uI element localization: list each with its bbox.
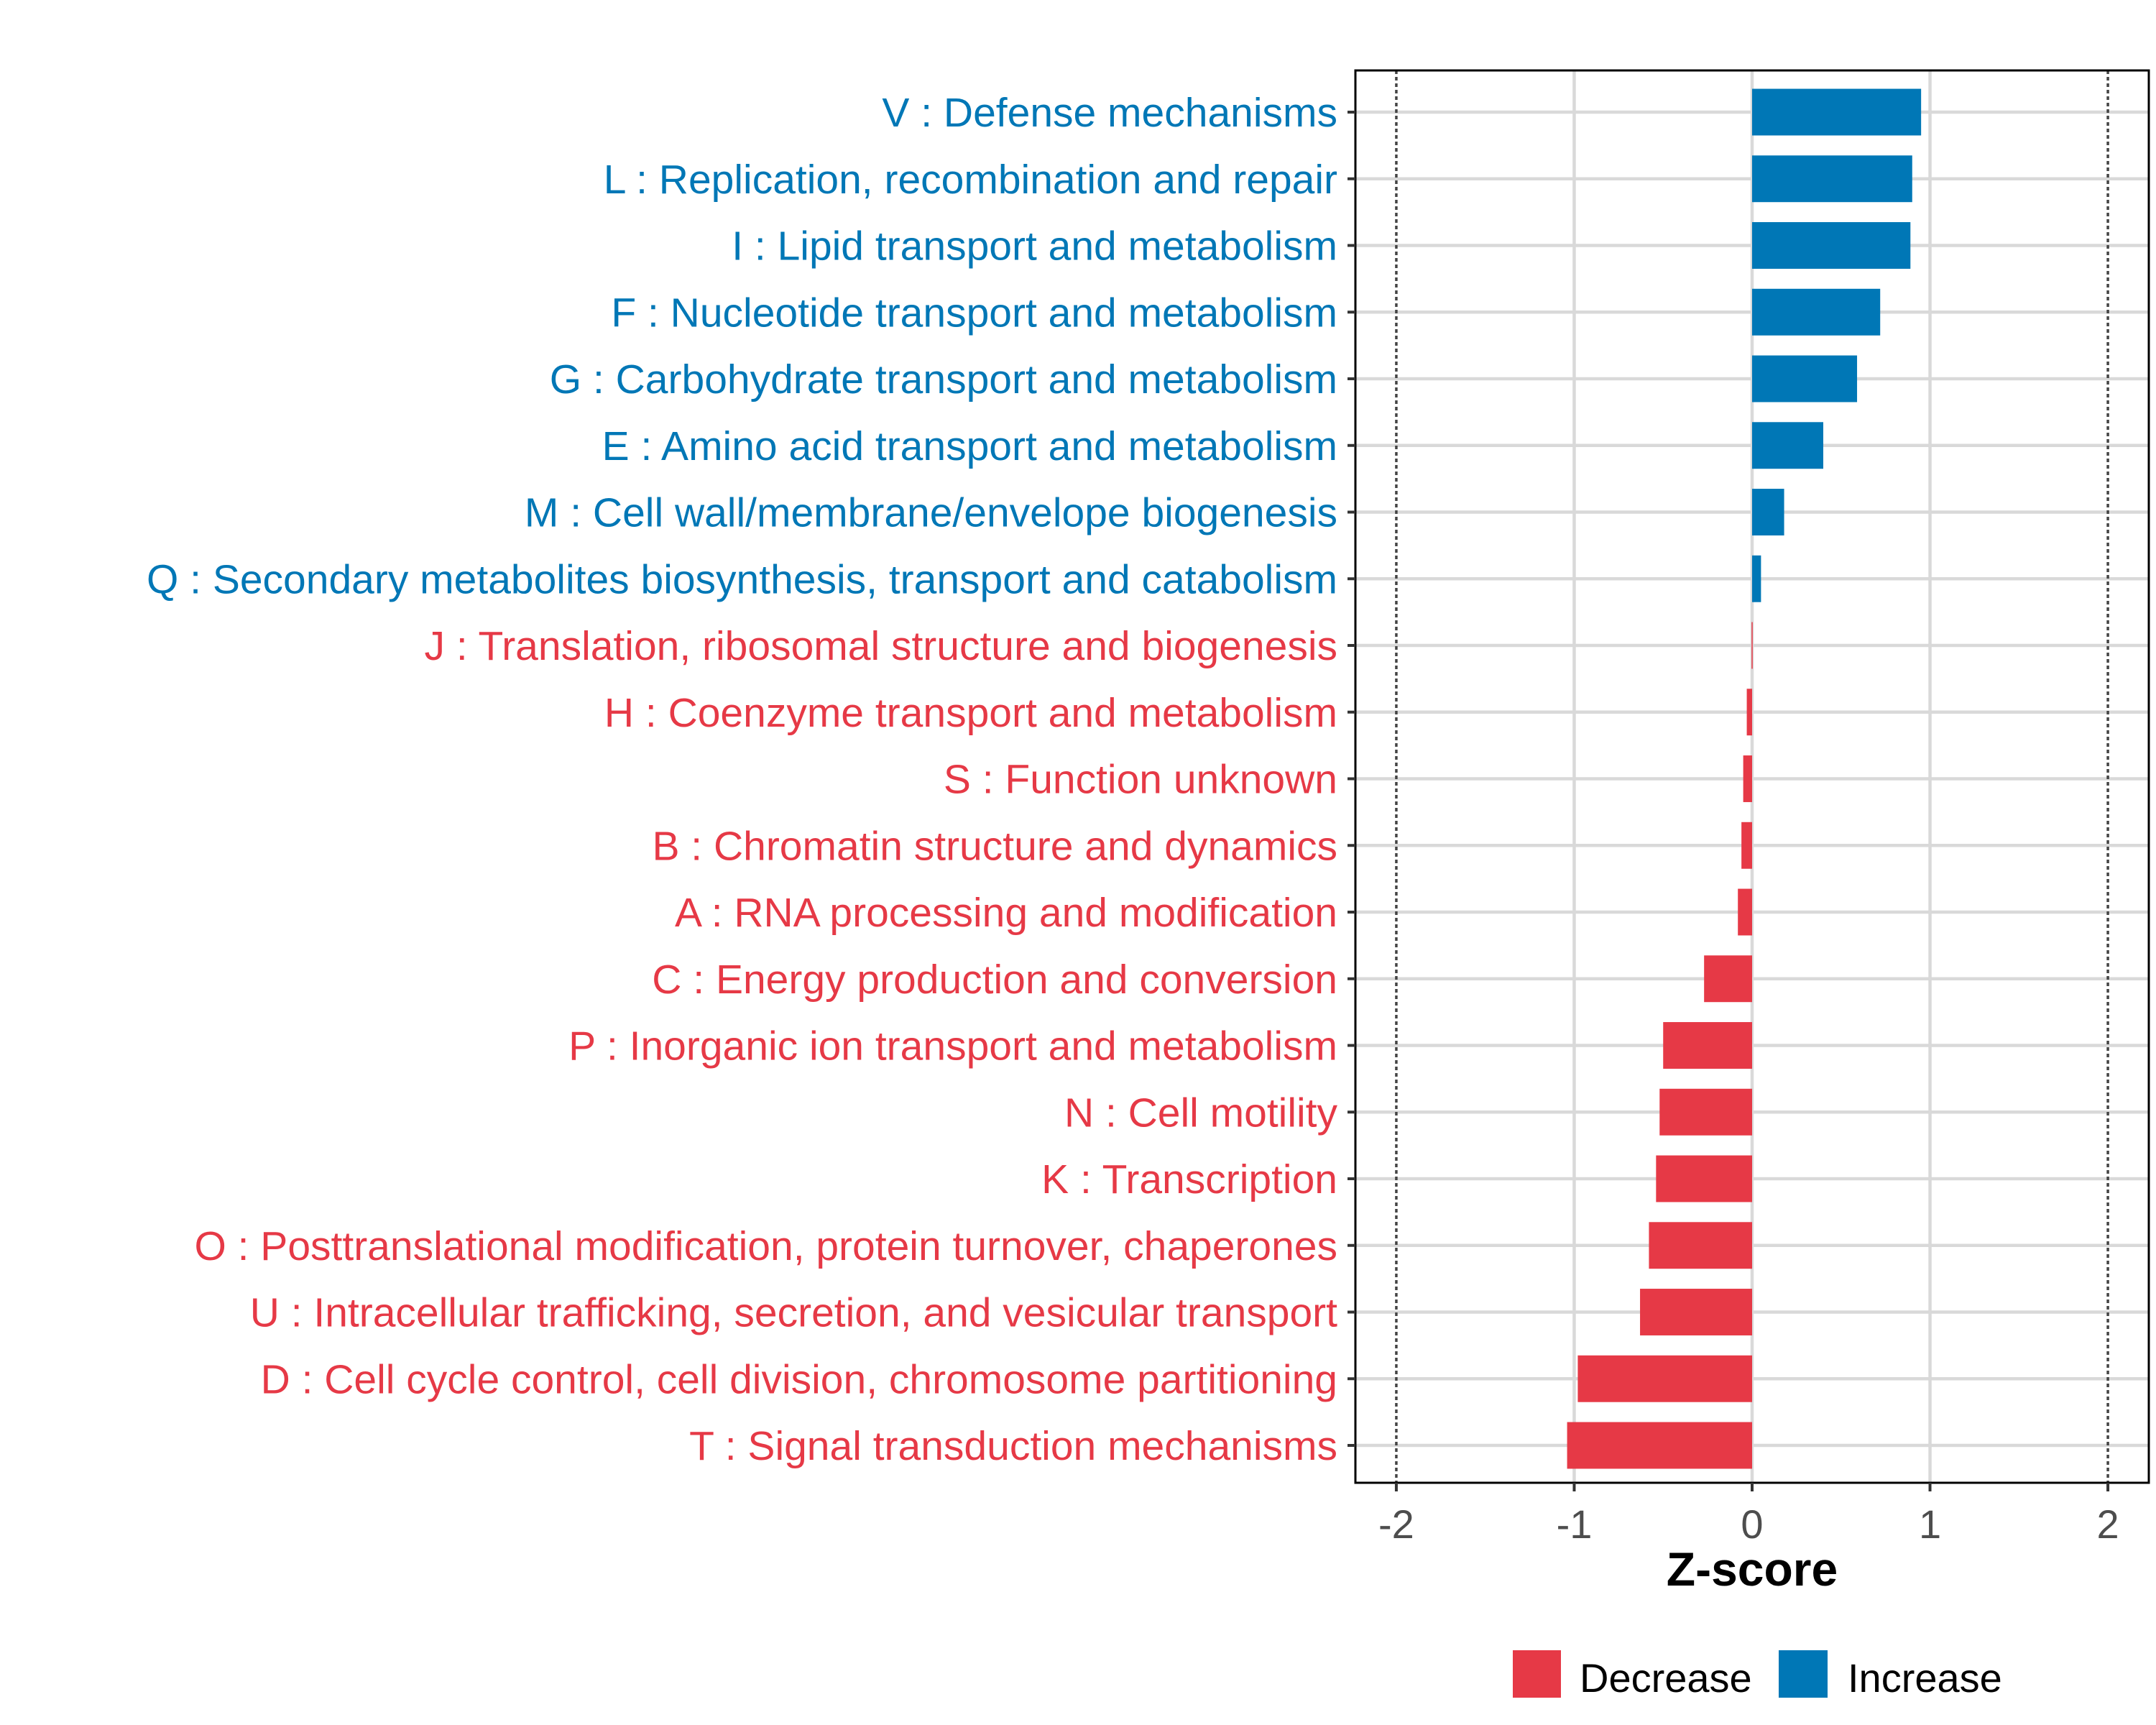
y-tick-label: V : Defense mechanisms (882, 90, 1337, 136)
bar (1656, 1155, 1752, 1202)
y-axis-labels: V : Defense mechanisms L : Replication, r… (147, 90, 1355, 1469)
bar (1567, 1422, 1752, 1469)
bar (1746, 689, 1752, 736)
y-tick-label: I : Lipid transport and metabolism (732, 224, 1337, 270)
legend-label-decrease: Decrease (1580, 1655, 1752, 1701)
bar (1752, 422, 1824, 469)
x-tick-label: 0 (1741, 1501, 1763, 1547)
y-tick-label: F : Nucleotide transport and metabolism (611, 290, 1337, 336)
legend-label-increase: Increase (1848, 1655, 2002, 1701)
legend-key-decrease (1513, 1650, 1561, 1698)
y-tick-label: Q : Secondary metabolites biosynthesis, … (147, 556, 1337, 602)
bar (1743, 755, 1752, 802)
bar (1752, 88, 1922, 136)
y-tick-label: P : Inorganic ion transport and metaboli… (568, 1024, 1337, 1070)
y-tick-label: E : Amino acid transport and metabolism (602, 423, 1337, 469)
bar (1741, 822, 1752, 869)
y-tick-label: T : Signal transduction mechanisms (689, 1423, 1337, 1469)
y-tick-label: A : RNA processing and modification (675, 890, 1337, 936)
bar (1659, 1088, 1752, 1136)
reference-lines (1395, 70, 2109, 1483)
y-tick-label: J : Translation, ribosomal structure and… (425, 623, 1337, 669)
x-tick-label: -1 (1557, 1501, 1593, 1547)
x-axis-ticks: -2 -1 0 1 2 (1378, 1483, 2119, 1547)
y-tick-label: C : Energy production and conversion (652, 957, 1337, 1003)
bar (1738, 888, 1752, 936)
legend: Decrease Increase (1513, 1650, 2002, 1701)
y-tick-label: L : Replication, recombination and repai… (604, 157, 1337, 203)
bar (1663, 1022, 1752, 1069)
bar (1704, 955, 1752, 1003)
x-tick-label: 1 (1919, 1501, 1941, 1547)
x-tick-label: 2 (2096, 1501, 2119, 1547)
y-tick-label: G : Carbohydrate transport and metabolis… (550, 356, 1337, 402)
bar (1649, 1222, 1752, 1269)
x-axis-title: Z-score (1667, 1542, 1838, 1596)
bar (1752, 288, 1881, 336)
legend-key-increase (1779, 1650, 1828, 1698)
y-tick-label: H : Coenzyme transport and metabolism (604, 690, 1337, 736)
y-tick-label: U : Intracellular trafficking, secretion… (250, 1290, 1337, 1336)
bar (1577, 1355, 1752, 1402)
bar (1752, 222, 1911, 269)
y-tick-label: K : Transcription (1041, 1156, 1337, 1202)
x-tick-label: -2 (1378, 1501, 1414, 1547)
y-tick-label: D : Cell cycle control, cell division, c… (261, 1356, 1337, 1402)
y-tick-label: B : Chromatin structure and dynamics (652, 823, 1337, 869)
bar (1640, 1289, 1752, 1335)
y-tick-label: S : Function unknown (944, 757, 1337, 803)
bar (1752, 555, 1761, 602)
y-tick-label: M : Cell wall/membrane/envelope biogenes… (525, 490, 1337, 536)
bar (1752, 489, 1784, 535)
bars (1567, 88, 1922, 1469)
y-tick-label: N : Cell motility (1064, 1090, 1338, 1136)
bar (1752, 355, 1858, 402)
bar (1752, 155, 1912, 203)
bar (1751, 622, 1753, 669)
y-tick-label: O : Posttranslational modification, prot… (194, 1223, 1337, 1269)
